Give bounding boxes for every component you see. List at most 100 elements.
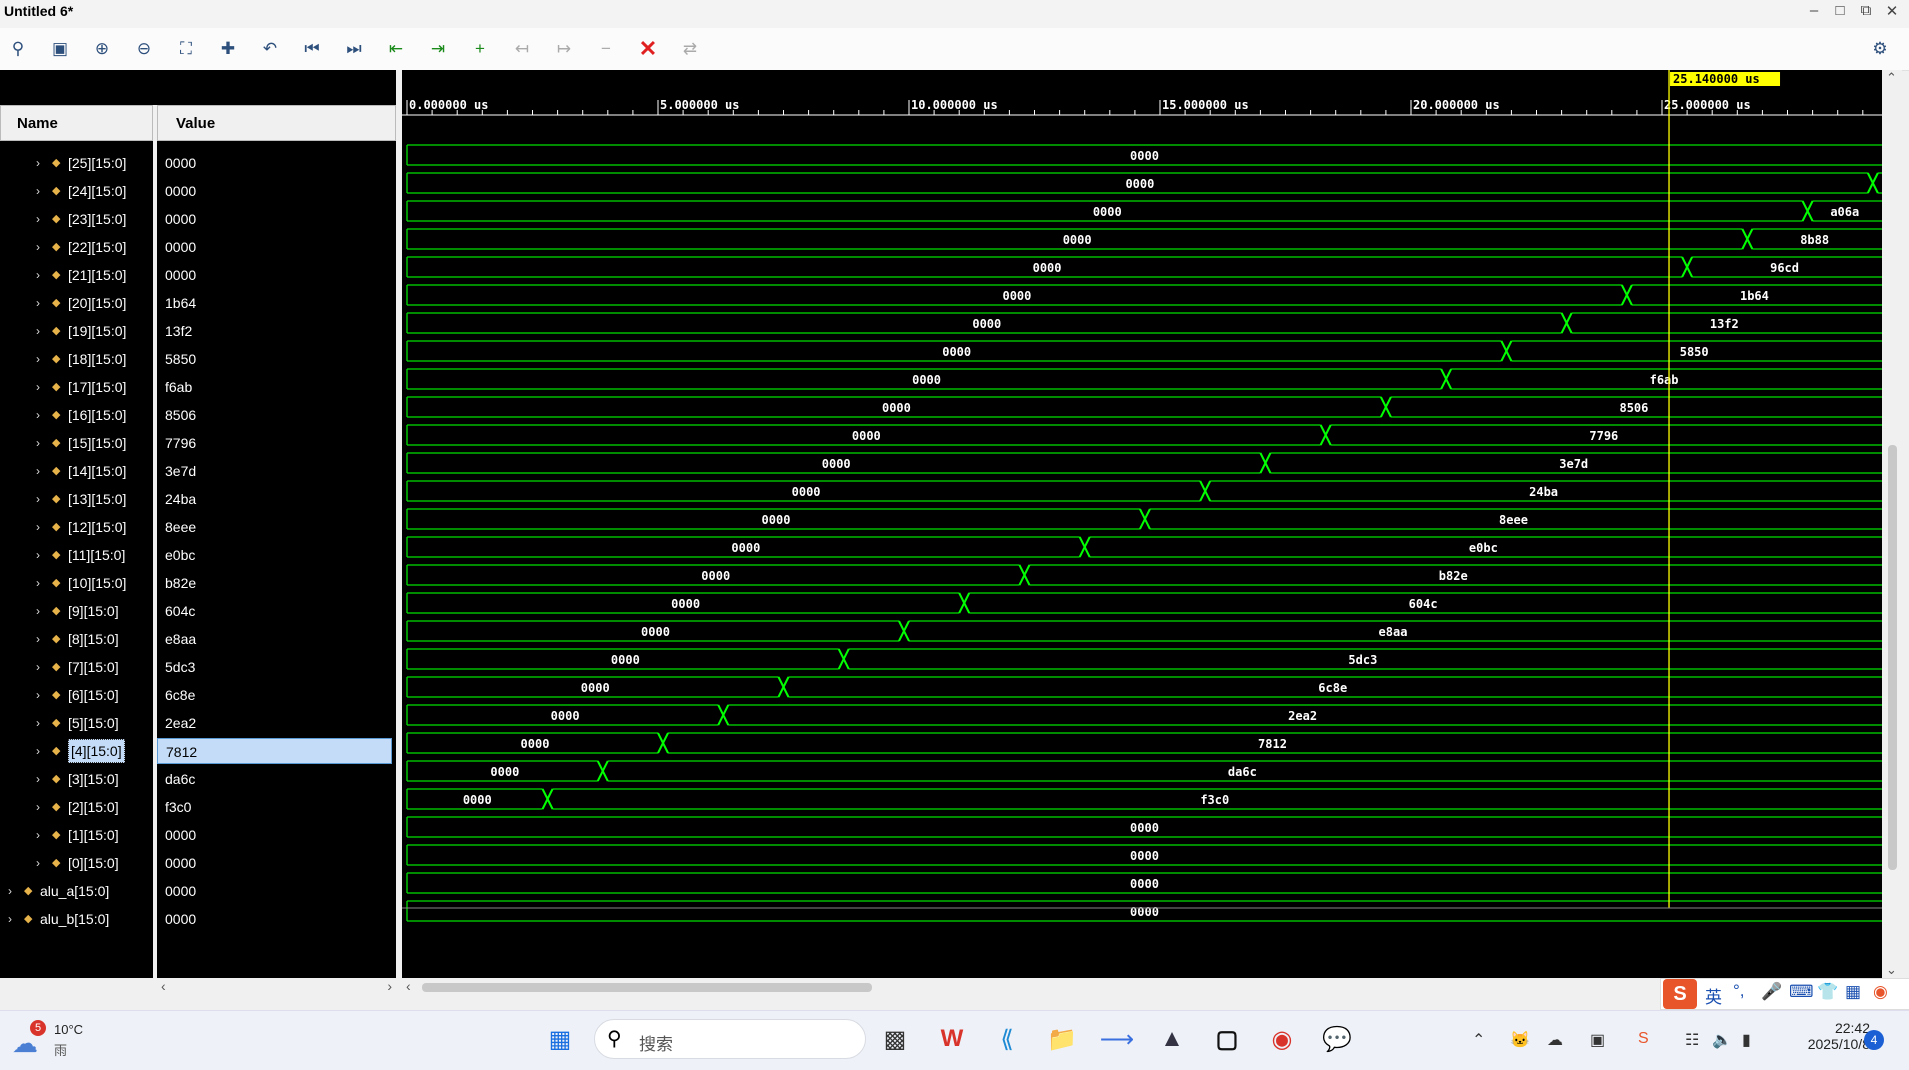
- signal-name-cell[interactable]: › ◆ [2][15:0]: [0, 794, 153, 820]
- signal-name[interactable]: [2][15:0]: [68, 799, 119, 815]
- signal-name-cell[interactable]: › ◆ [4][15:0]: [0, 738, 153, 764]
- maximize-icon[interactable]: □: [1835, 2, 1845, 19]
- app-icon[interactable]: ▲: [1160, 1025, 1184, 1052]
- volume-icon[interactable]: 🔈: [1712, 1032, 1732, 1049]
- signal-name[interactable]: [17][15:0]: [68, 379, 127, 395]
- signal-name-cell[interactable]: › ◆ [22][15:0]: [0, 234, 153, 260]
- signal-row[interactable]: › ◆ [5][15:0] 2ea2: [0, 710, 396, 736]
- expand-chevron-icon[interactable]: ›: [36, 184, 40, 198]
- waveform-vscroll[interactable]: ⌃ ⌄: [1882, 70, 1902, 978]
- signal-name[interactable]: [0][15:0]: [68, 855, 119, 871]
- expand-chevron-icon[interactable]: ›: [8, 884, 12, 898]
- expand-chevron-icon[interactable]: ›: [36, 408, 40, 422]
- microphone-icon[interactable]: 🎤: [1761, 982, 1783, 1001]
- signal-row[interactable]: › ◆ [9][15:0] 604c: [0, 598, 396, 624]
- signal-name-cell[interactable]: › ◆ alu_b[15:0]: [0, 906, 153, 932]
- expand-chevron-icon[interactable]: ›: [36, 548, 40, 562]
- save-icon[interactable]: ▣: [51, 39, 69, 58]
- expand-chevron-icon[interactable]: ›: [36, 604, 40, 618]
- go-to-time-0-icon[interactable]: ↶: [262, 39, 278, 58]
- signal-name[interactable]: alu_b[15:0]: [40, 911, 110, 927]
- keyboard-icon[interactable]: ⌨: [1789, 982, 1814, 1001]
- wps-icon[interactable]: W: [940, 1025, 964, 1052]
- signal-row[interactable]: › ◆ [0][15:0] 0000: [0, 850, 396, 876]
- previous-marker-icon[interactable]: ↤: [514, 39, 530, 58]
- signal-name[interactable]: [11][15:0]: [68, 547, 126, 563]
- expand-chevron-icon[interactable]: ›: [36, 240, 40, 254]
- signal-name-cell[interactable]: › ◆ [8][15:0]: [0, 626, 153, 652]
- punctuation-icon[interactable]: °,: [1733, 981, 1745, 1000]
- signal-row[interactable]: › ◆ [4][15:0] 7812: [0, 738, 396, 764]
- waveform-hscroll-thumb[interactable]: [422, 983, 872, 992]
- signal-row[interactable]: › ◆ [10][15:0] b82e: [0, 570, 396, 596]
- signal-row[interactable]: › ◆ alu_b[15:0] 0000: [0, 906, 396, 932]
- minimize-icon[interactable]: –: [1809, 2, 1819, 19]
- signal-name[interactable]: [25][15:0]: [68, 155, 127, 171]
- signal-row[interactable]: › ◆ [17][15:0] f6ab: [0, 374, 396, 400]
- wave-scroll-left-icon[interactable]: ‹: [406, 978, 411, 994]
- vscode-icon[interactable]: ⟪: [1000, 1025, 1014, 1053]
- signal-row[interactable]: › ◆ [7][15:0] 5dc3: [0, 654, 396, 680]
- signal-name[interactable]: [6][15:0]: [68, 687, 119, 703]
- go-to-first-icon[interactable]: ⏮: [304, 39, 320, 58]
- delete-marker-icon[interactable]: −: [601, 39, 611, 58]
- signal-name-cell[interactable]: › ◆ [7][15:0]: [0, 654, 153, 680]
- expand-chevron-icon[interactable]: ›: [36, 688, 40, 702]
- close-icon[interactable]: ✕: [1885, 3, 1899, 20]
- signal-row[interactable]: › ◆ [24][15:0] 0000: [0, 178, 396, 204]
- expand-chevron-icon[interactable]: ›: [36, 268, 40, 282]
- tray-app-icon[interactable]: 🐱: [1510, 1032, 1530, 1049]
- toolbox-icon[interactable]: ▦: [1845, 982, 1862, 1001]
- zoom-in-icon[interactable]: ⊕: [94, 39, 110, 58]
- go-to-last-icon[interactable]: ⏭: [346, 39, 362, 58]
- skin-icon[interactable]: 👕: [1817, 982, 1839, 1001]
- signal-row[interactable]: › ◆ [14][15:0] 3e7d: [0, 458, 396, 484]
- signal-name[interactable]: [23][15:0]: [68, 211, 127, 227]
- signal-name-cell[interactable]: › ◆ [3][15:0]: [0, 766, 153, 792]
- zoom-out-icon[interactable]: ⊖: [136, 39, 152, 58]
- swap-cursor-icon[interactable]: ⇄: [682, 39, 698, 58]
- signal-name-cell[interactable]: › ◆ [0][15:0]: [0, 850, 153, 876]
- signal-name-cell[interactable]: › ◆ [24][15:0]: [0, 178, 153, 204]
- expand-chevron-icon[interactable]: ›: [36, 296, 40, 310]
- signal-name[interactable]: [9][15:0]: [68, 603, 119, 619]
- remove-all-markers-icon[interactable]: ✕: [638, 36, 658, 61]
- task-view-icon[interactable]: ▩: [883, 1025, 907, 1053]
- scroll-down-icon[interactable]: ⌄: [1886, 962, 1897, 977]
- restore-icon[interactable]: ⧉: [1860, 2, 1872, 19]
- tray-ime-icon[interactable]: ▣: [1590, 1032, 1606, 1049]
- sogou-ime-icon[interactable]: S: [1663, 979, 1697, 1009]
- signal-row[interactable]: › ◆ [16][15:0] 8506: [0, 402, 396, 428]
- signal-row[interactable]: › ◆ [23][15:0] 0000: [0, 206, 396, 232]
- signal-name[interactable]: [3][15:0]: [68, 771, 119, 787]
- expand-chevron-icon[interactable]: ›: [36, 436, 40, 450]
- signal-name-cell[interactable]: › ◆ [5][15:0]: [0, 710, 153, 736]
- ime-language[interactable]: 英: [1705, 988, 1722, 1007]
- signal-name-cell[interactable]: › ◆ [19][15:0]: [0, 318, 153, 344]
- ime-toolbar[interactable]: S 英 °, 🎤 ⌨ 👕 ▦ ◉: [1660, 978, 1909, 1010]
- scroll-right-icon[interactable]: ›: [387, 978, 392, 994]
- taskbar-search[interactable]: ⚲ 搜索: [594, 1019, 866, 1059]
- wifi-icon[interactable]: ☷: [1685, 1032, 1700, 1049]
- signal-name[interactable]: [5][15:0]: [68, 715, 119, 731]
- expand-chevron-icon[interactable]: ›: [36, 380, 40, 394]
- signal-row[interactable]: › ◆ [1][15:0] 0000: [0, 822, 396, 848]
- windows-start-icon[interactable]: ▦: [548, 1025, 572, 1053]
- expand-chevron-icon[interactable]: ›: [36, 856, 40, 870]
- expand-chevron-icon[interactable]: ›: [36, 772, 40, 786]
- expand-chevron-icon[interactable]: ›: [36, 464, 40, 478]
- expand-chevron-icon[interactable]: ›: [8, 912, 12, 926]
- expand-chevron-icon[interactable]: ›: [36, 156, 40, 170]
- signal-name[interactable]: [8][15:0]: [68, 631, 119, 647]
- signal-name[interactable]: [15][15:0]: [68, 435, 127, 451]
- onedrive-icon[interactable]: ☁: [1547, 1032, 1563, 1049]
- chrome-icon[interactable]: ◉: [1271, 1025, 1293, 1053]
- signal-name[interactable]: [14][15:0]: [68, 463, 127, 479]
- signal-name-cell[interactable]: › ◆ [13][15:0]: [0, 486, 153, 512]
- signal-name-cell[interactable]: › ◆ [11][15:0]: [0, 542, 153, 568]
- signal-row[interactable]: › ◆ [19][15:0] 13f2: [0, 318, 396, 344]
- signal-row[interactable]: › ◆ [3][15:0] da6c: [0, 766, 396, 792]
- signal-row[interactable]: › ◆ [22][15:0] 0000: [0, 234, 396, 260]
- expand-chevron-icon[interactable]: ›: [36, 324, 40, 338]
- value-column-header[interactable]: Value: [157, 105, 396, 141]
